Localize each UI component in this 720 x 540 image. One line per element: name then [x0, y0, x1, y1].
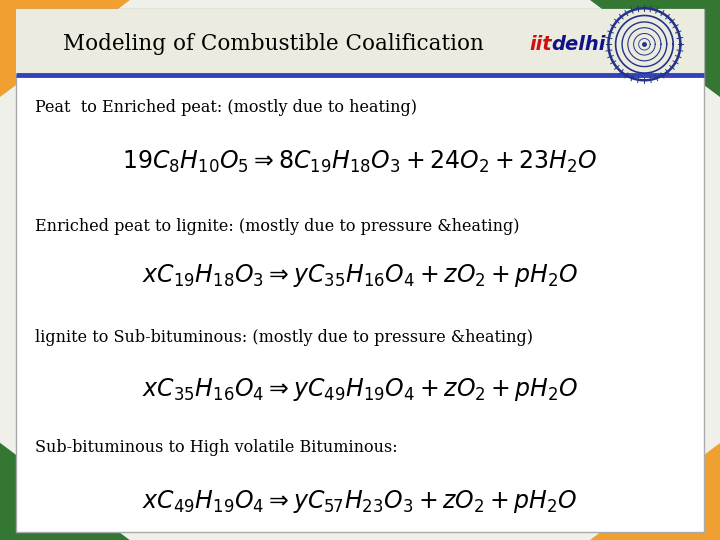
Polygon shape: [0, 0, 130, 97]
FancyBboxPatch shape: [16, 9, 704, 532]
Text: lignite to Sub-bituminous: (mostly due to pressure &heating): lignite to Sub-bituminous: (mostly due t…: [35, 329, 533, 346]
Text: delhi: delhi: [552, 35, 606, 54]
Text: Peat  to Enriched peat: (mostly due to heating): Peat to Enriched peat: (mostly due to he…: [35, 99, 417, 117]
Polygon shape: [0, 443, 130, 540]
Text: $xC_{19}H_{18}O_3 \Rightarrow yC_{35}H_{16}O_4 + zO_2 + pH_2O$: $xC_{19}H_{18}O_3 \Rightarrow yC_{35}H_{…: [142, 262, 578, 289]
Text: $19C_8H_{10}O_5 \Rightarrow 8C_{19}H_{18}O_3 + 24O_2 + 23H_2O$: $19C_8H_{10}O_5 \Rightarrow 8C_{19}H_{18…: [122, 149, 598, 175]
Text: Enriched peat to lignite: (mostly due to pressure &heating): Enriched peat to lignite: (mostly due to…: [35, 218, 519, 235]
FancyBboxPatch shape: [16, 9, 704, 75]
Polygon shape: [590, 443, 720, 540]
Text: $xC_{49}H_{19}O_4 \Rightarrow yC_{57}H_{23}O_3 + zO_2 + pH_2O$: $xC_{49}H_{19}O_4 \Rightarrow yC_{57}H_{…: [143, 488, 577, 515]
Text: Modeling of Combustible Coalification: Modeling of Combustible Coalification: [63, 33, 484, 55]
Text: Sub-bituminous to High volatile Bituminous:: Sub-bituminous to High volatile Bitumino…: [35, 438, 397, 456]
Polygon shape: [590, 0, 720, 97]
Text: iit: iit: [529, 35, 552, 54]
Text: $xC_{35}H_{16}O_4 \Rightarrow yC_{49}H_{19}O_4 + zO_2 + pH_2O$: $xC_{35}H_{16}O_4 \Rightarrow yC_{49}H_{…: [142, 376, 578, 403]
